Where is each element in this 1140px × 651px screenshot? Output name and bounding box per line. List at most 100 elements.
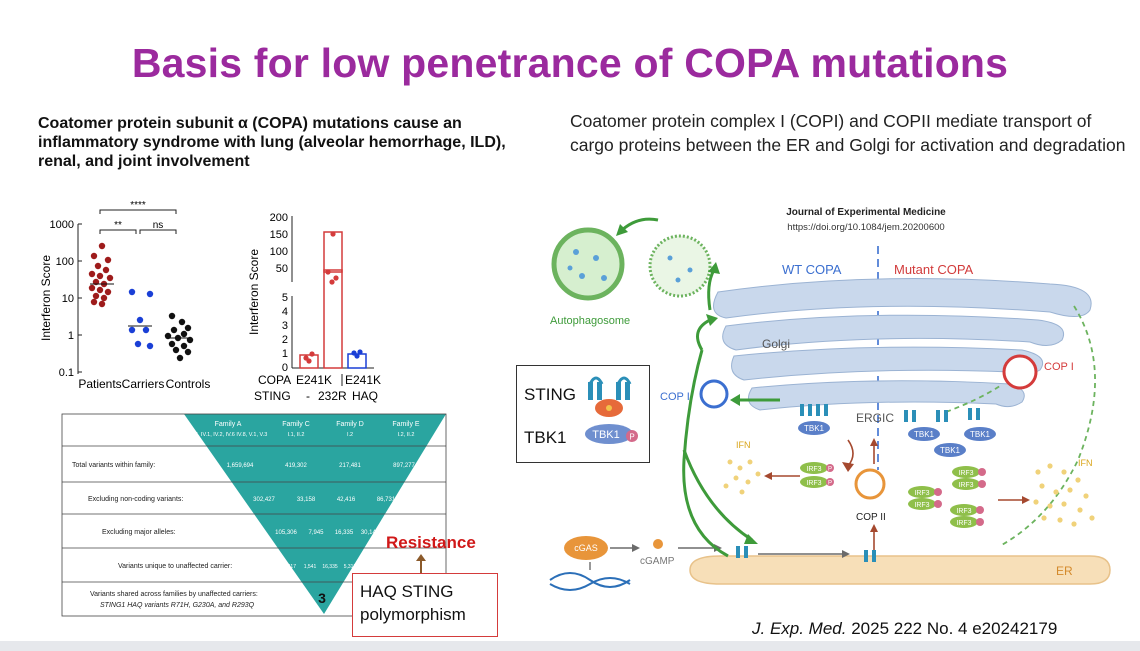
bottom-bar [0, 641, 1140, 651]
copa-label: COPA [258, 373, 291, 387]
funnel-value: 30,145 [361, 530, 380, 536]
bar-ytick: 3 [282, 320, 288, 332]
scatter-group-label: Controls [166, 377, 211, 391]
copa-diagram: Journal of Experimental Medicine https:/… [549, 207, 1111, 591]
funnel-row-label: Excluding non-coding variants: [88, 496, 183, 503]
phospho-label: P [828, 481, 832, 487]
scatter-ylabel: Interferon Score [39, 255, 53, 341]
irf3-label: IRF3 [806, 466, 821, 473]
funnel-value: 1,659,694 [227, 463, 254, 469]
slide-title: Basis for low penetrance of COPA mutatio… [131, 40, 1009, 86]
bar-ytick: 1 [282, 348, 288, 360]
funnel-value: 302,427 [253, 497, 275, 503]
mutant-copa-label: Mutant COPA [894, 262, 974, 277]
funnel-value: 16,335 [322, 564, 338, 570]
funnel-value: 1,541 [304, 564, 317, 570]
funnel-value: 897,277 [393, 463, 415, 469]
ifn-left-label: IFN [736, 440, 751, 450]
tbk1-legend-label: TBK1 [524, 428, 567, 447]
funnel-value: 33,158 [297, 497, 316, 503]
funnel-value: 117 [288, 564, 296, 570]
haq-box-text: HAQ STING polymorphism [360, 582, 466, 624]
scatter-group-label: Carriers [122, 377, 165, 391]
sting-value: - [306, 389, 310, 403]
sig-label: ** [114, 220, 122, 231]
irf3-label: IRF3 [956, 520, 971, 527]
funnel-value: 5,317 [344, 564, 357, 570]
sting-label: STING [254, 389, 291, 403]
resistance-label: Resistance [386, 533, 476, 552]
citation: J. Exp. Med. 2025 222 No. 4 e20242179 [752, 619, 1057, 639]
copi-right-label: COP I [1044, 361, 1074, 373]
bar-ytick: 4 [282, 306, 288, 318]
funnel-final-count: 3 [318, 590, 326, 606]
ergic-label: ERGIC [856, 411, 894, 425]
sting-value: 232R [318, 389, 347, 403]
copi-left-label: COP I [660, 391, 690, 403]
journal-doi: https://doi.org/10.1084/jem.20200600 [787, 222, 944, 233]
tbk1-label: TBK1 [804, 424, 825, 433]
family-members: I.1, II.2 [288, 432, 305, 438]
sting-legend-label: STING [524, 385, 576, 404]
family-members: III.2, IV.1, IV.2, IV.6 IV.8, V.1, V.3 [189, 432, 268, 438]
copa-value: E241K [345, 373, 381, 387]
funnel-row-label: Total variants within family: [72, 462, 155, 469]
tbk1-label: TBK1 [914, 430, 935, 439]
family-name: Family A [215, 421, 242, 428]
haq-box [352, 573, 498, 637]
funnel-row-label: Variants unique to unaffected carrier: [118, 563, 232, 570]
family-name: Family E [392, 421, 420, 428]
sig-label: **** [130, 200, 146, 211]
funnel-row-label: Excluding major alleles: [102, 529, 176, 536]
irf3-label: IRF3 [914, 490, 929, 497]
family-name: Family D [336, 421, 364, 428]
irf3-label: IRF3 [956, 508, 971, 515]
scatter-ytick: 1 [68, 330, 74, 342]
scatter-ytick: 100 [56, 256, 74, 268]
scatter-group-label: Patients [78, 377, 121, 391]
bar-ylabel: Interferon Score [247, 249, 261, 335]
bar-ytick: 100 [270, 246, 288, 258]
funnel-value: 86,731 [377, 497, 396, 503]
bar-ytick: 50 [276, 263, 288, 275]
bar-ytick: 0 [282, 362, 288, 374]
citation-journal: J. Exp. Med. [752, 619, 847, 638]
tbk1-legend-inner: TBK1 [592, 429, 620, 441]
tbk1-label: TBK1 [940, 446, 961, 455]
irf3-label: IRF3 [914, 502, 929, 509]
wt-copa-label: WT COPA [782, 262, 842, 277]
family-members: I.2 [347, 432, 353, 438]
autophagosome-label: Autophagosome [550, 315, 630, 327]
bar-ytick: 150 [270, 229, 288, 241]
funnel-value: 42,416 [337, 497, 356, 503]
phospho-label: P [828, 467, 832, 473]
copii-label: COP II [856, 512, 886, 523]
phospho-label: P [629, 433, 634, 442]
scatter-ytick: 0.1 [59, 367, 74, 379]
bar-ytick: 5 [282, 292, 288, 304]
family-name: Family C [282, 421, 310, 428]
irf3-label: IRF3 [958, 470, 973, 477]
sig-label: ns [153, 220, 164, 231]
ifn-right-label: IFN [1078, 458, 1093, 468]
funnel-value: 105,306 [275, 530, 297, 536]
cgamp-label: cGAMP [640, 556, 675, 567]
bar-ytick: 200 [270, 212, 288, 224]
scatter-plot: Interferon Score 1000 100 10 1 0.1 **** … [39, 200, 211, 391]
journal-name: Journal of Experimental Medicine [786, 207, 946, 218]
funnel-value: 16,335 [335, 530, 354, 536]
family-members: I.2, II.2 [398, 432, 415, 438]
irf3-label: IRF3 [806, 480, 821, 487]
arrow-up-icon [416, 554, 426, 575]
funnel-value: 217,481 [339, 463, 361, 469]
copa-value: E241K [296, 373, 332, 387]
left-heading: Coatomer protein subunit α (COPA) mutati… [38, 115, 506, 170]
funnel-last-row: Variants shared across families by unaff… [90, 591, 258, 598]
tbk1-label: TBK1 [970, 430, 991, 439]
er-label: ER [1056, 564, 1073, 578]
citation-details: 2025 222 No. 4 e20242179 [846, 619, 1058, 638]
sting-value: HAQ [352, 389, 378, 403]
scatter-ytick: 10 [62, 293, 74, 305]
scatter-ytick: 1000 [50, 219, 74, 231]
